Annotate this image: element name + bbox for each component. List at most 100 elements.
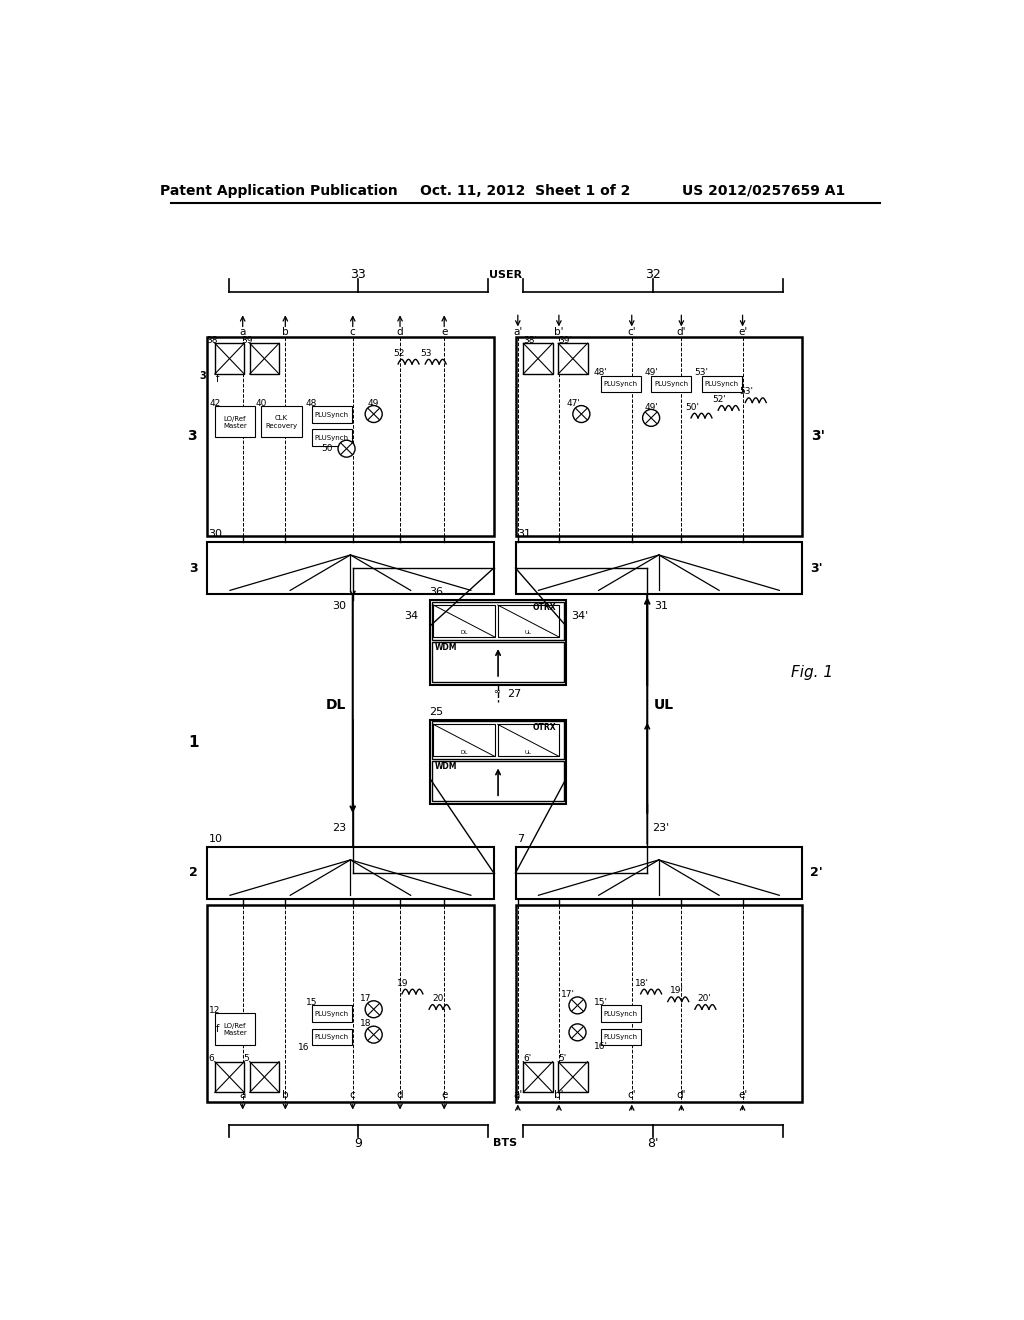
Text: f: f: [216, 375, 219, 384]
Text: 48: 48: [306, 399, 317, 408]
Bar: [498, 605, 559, 638]
Circle shape: [338, 441, 355, 457]
Text: 38': 38': [523, 335, 538, 345]
Text: 10: 10: [209, 834, 222, 843]
Text: 39: 39: [241, 335, 252, 345]
Text: 49': 49': [644, 368, 658, 378]
Text: DL: DL: [461, 750, 468, 755]
Bar: [432, 721, 564, 759]
Text: 1: 1: [188, 735, 199, 750]
Text: PLUSynch: PLUSynch: [604, 1034, 638, 1040]
Bar: [215, 343, 245, 374]
Text: c: c: [350, 327, 355, 338]
Text: UL: UL: [654, 698, 675, 711]
Text: d: d: [396, 1090, 403, 1101]
Bar: [250, 343, 280, 374]
Text: 17': 17': [561, 990, 575, 999]
Bar: [558, 343, 588, 374]
Text: PLUSynch: PLUSynch: [314, 1034, 349, 1040]
Text: 2: 2: [188, 866, 198, 879]
Text: 16: 16: [298, 1043, 309, 1052]
Text: PLUSynch: PLUSynch: [314, 434, 349, 441]
Text: 3': 3': [811, 429, 824, 444]
Text: US 2012/0257659 A1: US 2012/0257659 A1: [682, 183, 845, 198]
Bar: [523, 1061, 553, 1093]
Text: d': d': [677, 327, 686, 338]
Text: b': b': [554, 327, 563, 338]
Text: 39': 39': [558, 335, 572, 345]
Text: 25: 25: [429, 706, 442, 717]
Text: 5': 5': [558, 1055, 566, 1063]
Text: WDM: WDM: [435, 763, 458, 771]
Text: LO/Ref: LO/Ref: [223, 1023, 246, 1030]
Text: a: a: [240, 327, 246, 338]
Text: 34: 34: [403, 611, 418, 620]
Text: 3: 3: [199, 371, 206, 380]
Text: a': a': [513, 1090, 522, 1101]
Text: 53': 53': [694, 368, 709, 378]
Bar: [558, 1061, 588, 1093]
Text: 18: 18: [360, 1019, 372, 1028]
Text: 31: 31: [517, 529, 531, 539]
Bar: [433, 725, 495, 756]
Circle shape: [569, 997, 586, 1014]
Text: 40: 40: [256, 399, 267, 408]
Bar: [207, 847, 494, 899]
Text: Fig. 1: Fig. 1: [791, 665, 833, 680]
Text: e: e: [441, 1090, 447, 1101]
Text: 7: 7: [517, 834, 524, 843]
Text: 32: 32: [645, 268, 660, 281]
Text: 17: 17: [360, 994, 372, 1003]
Circle shape: [366, 1001, 382, 1018]
Text: BTS: BTS: [494, 1138, 517, 1148]
Text: 19': 19': [670, 986, 684, 995]
Text: b: b: [282, 327, 289, 338]
Bar: [433, 605, 495, 638]
Text: 3: 3: [186, 429, 197, 444]
Text: Recovery: Recovery: [265, 422, 298, 429]
Text: 20: 20: [432, 994, 443, 1003]
Text: 23: 23: [332, 822, 346, 833]
Text: DL: DL: [461, 631, 468, 635]
Text: b': b': [554, 1090, 563, 1101]
Text: CLK: CLK: [274, 414, 288, 421]
Bar: [215, 1061, 245, 1093]
Text: e: e: [441, 327, 447, 338]
Text: 9: 9: [354, 1137, 362, 1150]
Text: PLUSynch: PLUSynch: [654, 381, 688, 387]
Text: Master: Master: [223, 1030, 247, 1036]
Bar: [601, 376, 641, 392]
Text: 30: 30: [209, 529, 222, 539]
Text: 52: 52: [393, 350, 404, 359]
Bar: [601, 1028, 641, 1045]
Bar: [430, 601, 566, 685]
Text: 2': 2': [810, 866, 822, 879]
Text: OTRX: OTRX: [532, 603, 557, 612]
Bar: [651, 376, 691, 392]
Text: Master: Master: [223, 422, 247, 429]
Text: Patent Application Publication: Patent Application Publication: [160, 183, 398, 198]
Text: ∞: ∞: [493, 686, 500, 696]
Bar: [311, 407, 352, 424]
Text: 15: 15: [306, 998, 317, 1007]
Bar: [432, 642, 564, 682]
Text: 38: 38: [206, 335, 217, 345]
Circle shape: [572, 405, 590, 422]
Text: 16': 16': [594, 1043, 608, 1052]
Text: PLUSynch: PLUSynch: [314, 412, 349, 418]
Text: DL: DL: [326, 698, 346, 711]
Text: 52': 52': [713, 395, 726, 404]
Text: c': c': [628, 1090, 636, 1101]
Text: PLUSynch: PLUSynch: [705, 381, 738, 387]
Text: Oct. 11, 2012  Sheet 1 of 2: Oct. 11, 2012 Sheet 1 of 2: [420, 183, 630, 198]
Text: 23': 23': [652, 822, 670, 833]
Text: PLUSynch: PLUSynch: [604, 1011, 638, 1016]
Circle shape: [366, 1026, 382, 1043]
Text: 36: 36: [429, 587, 442, 597]
Text: 34': 34': [571, 611, 589, 620]
Text: f: f: [216, 1023, 219, 1034]
Text: 27: 27: [507, 689, 521, 700]
Bar: [215, 1014, 255, 1045]
Text: a: a: [240, 1090, 246, 1101]
Text: 50': 50': [685, 403, 699, 412]
